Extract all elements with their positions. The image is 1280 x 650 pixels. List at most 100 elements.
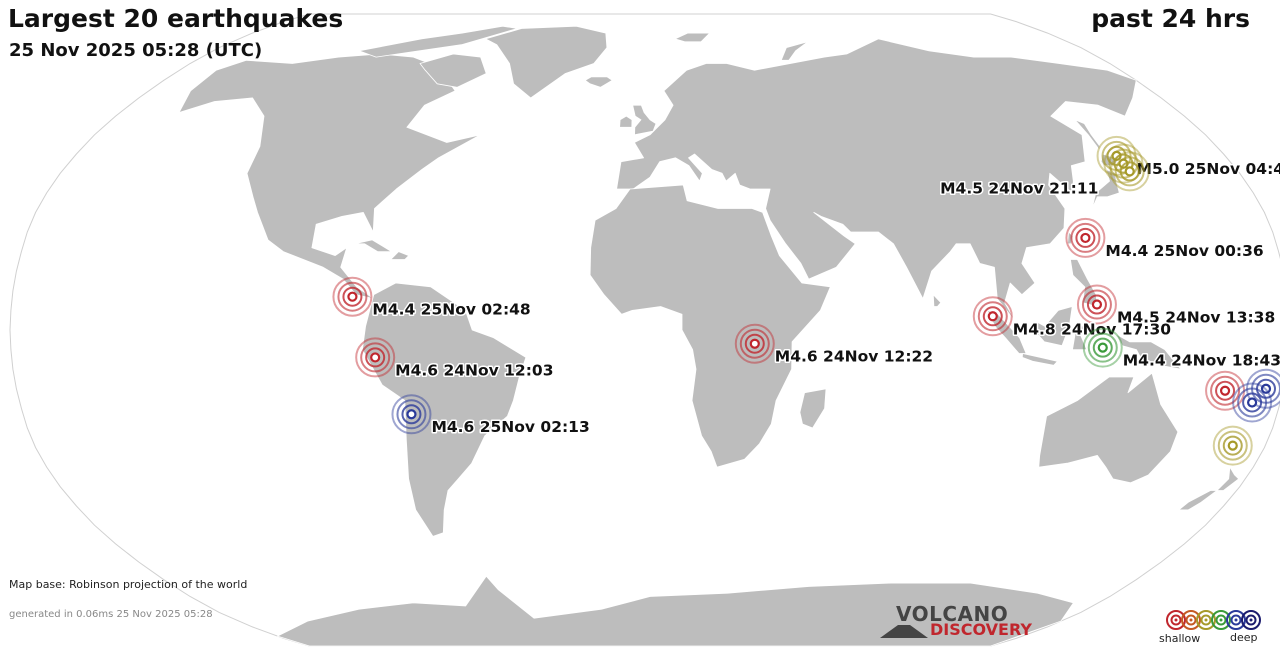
- quake-ring-inner: [401, 404, 422, 425]
- depth-legend: shallow deep: [1150, 608, 1274, 648]
- quake-ring-mid: [1114, 156, 1145, 187]
- landmass-hispaniola: [390, 251, 410, 260]
- earthquake-marker[interactable]: M5.0 25Nov 04:47: [1096, 135, 1280, 179]
- quake-ring-inner: [1086, 294, 1107, 315]
- quake-ring-mid: [1210, 375, 1241, 406]
- earthquake-markers: M5.0 25Nov 04:47 M4.5 24Nov 21:11 M4.4 25N…: [332, 135, 1280, 466]
- quake-label: M4.5 24Nov 13:38: [1117, 309, 1275, 327]
- quake-epicenter: [347, 291, 358, 302]
- quake-epicenter: [987, 311, 998, 322]
- quake-ring-mid: [1237, 387, 1268, 418]
- quake-ring-mid: [337, 281, 368, 312]
- landmass-sakhalin: [1074, 119, 1101, 151]
- earthquake-marker[interactable]: M4.4 25Nov 00:36: [1065, 217, 1265, 261]
- landmass-sri-lanka: [932, 294, 942, 307]
- landmass-borneo: [1036, 306, 1073, 347]
- landmass-sulawesi: [1072, 325, 1095, 350]
- earthquake-marker[interactable]: M4.6 24Nov 12:03: [355, 337, 555, 381]
- quake-ring-outer: [1109, 151, 1150, 192]
- quake-ring-mid: [977, 301, 1008, 332]
- earthquake-marker[interactable]: M4.5 24Nov 13:38: [1076, 284, 1277, 328]
- landmass-iceland: [584, 76, 613, 88]
- quake-epicenter: [1124, 166, 1135, 177]
- earthquake-marker[interactable]: M4.6 25Nov 02:13: [391, 394, 591, 438]
- legend-depth-icon: [1226, 610, 1246, 630]
- quake-ring-inner: [1222, 435, 1243, 456]
- quake-label: M4.5 24Nov 21:11: [940, 180, 1098, 198]
- legend-depth-icon: [1211, 610, 1231, 630]
- landmass-greenland: [485, 25, 608, 99]
- quake-ring-inner: [1119, 161, 1140, 182]
- landmass-eurasia: [616, 38, 1137, 323]
- quake-epicenter: [406, 409, 417, 420]
- quake-ring-mid: [739, 328, 770, 359]
- map-timestamp: 25 Nov 2025 05:28 (UTC): [9, 40, 263, 61]
- quake-ring-mid: [1087, 332, 1118, 363]
- quake-epicenter: [1260, 383, 1272, 394]
- earthquake-marker[interactable]: [1205, 370, 1246, 411]
- landmass-arctic-isles: [358, 25, 518, 58]
- landmass-new-zealand-south: [1178, 490, 1218, 511]
- quake-ring-inner: [1242, 392, 1263, 413]
- landmass-africa: [589, 184, 831, 468]
- legend-shallow-label: shallow: [1159, 632, 1201, 645]
- land-layer: [178, 25, 1239, 647]
- quake-label: M4.4 25Nov 02:48: [372, 301, 530, 319]
- quake-label: M4.8 24Nov 17:30: [1013, 320, 1172, 338]
- quake-epicenter: [1247, 397, 1258, 408]
- quake-epicenter: [1227, 440, 1238, 451]
- map-base-note: Map base: Robinson projection of the wor…: [9, 578, 248, 591]
- landmass-south-america: [362, 282, 527, 537]
- earthquake-marker[interactable]: M4.8 24Nov 17:30: [972, 296, 1173, 340]
- legend-depth-icon: [1241, 610, 1261, 630]
- legend-depth-icon: [1181, 610, 1201, 630]
- landmass-svalbard: [674, 32, 710, 43]
- quake-label: M4.6 24Nov 12:22: [775, 348, 933, 366]
- quake-epicenter: [1091, 299, 1103, 310]
- landmass-new-zealand-north: [1216, 466, 1239, 491]
- quake-ring-mid: [360, 342, 391, 373]
- quake-label: M4.4 25Nov 00:36: [1105, 242, 1263, 260]
- generated-note: generated in 0.06ms 25 Nov 2025 05:28: [9, 609, 213, 620]
- earthquake-marker[interactable]: [1109, 151, 1150, 192]
- volcano-icon: [880, 625, 928, 638]
- quake-label: M4.4 24Nov 18:43: [1123, 352, 1280, 370]
- legend-depth-icon: [1166, 610, 1186, 630]
- quake-ring-inner: [342, 286, 363, 307]
- quake-label: M5.0 25Nov 04:47: [1137, 160, 1280, 178]
- quake-ring-inner: [1215, 380, 1236, 401]
- quake-ring-inner: [365, 347, 386, 368]
- quake-epicenter: [1219, 385, 1231, 396]
- landmass-great-britain: [632, 104, 657, 136]
- quake-ring-mid: [1070, 222, 1101, 253]
- brand-top: VOLCANO: [896, 602, 1009, 626]
- earthquake-marker[interactable]: M4.4 25Nov 02:48: [332, 276, 532, 320]
- quake-ring-inner: [982, 306, 1003, 327]
- quake-epicenter: [1097, 342, 1108, 353]
- quake-ring-outer: [734, 323, 775, 364]
- earthquake-marker[interactable]: [1232, 382, 1273, 423]
- landmass-java: [1021, 353, 1058, 366]
- quake-ring-outer: [1232, 382, 1273, 423]
- quake-ring-mid: [396, 399, 427, 430]
- earthquake-marker[interactable]: M4.6 24Nov 12:22: [734, 323, 935, 367]
- brand-bottom: DISCOVERY: [930, 620, 1033, 639]
- quake-ring-outer: [332, 276, 373, 317]
- quake-ring-outer: [972, 296, 1013, 337]
- volcano-discovery-logo[interactable]: VOLCANO DISCOVERY: [880, 602, 1040, 642]
- quake-ring-outer: [1065, 217, 1106, 258]
- earthquake-marker[interactable]: M4.4 24Nov 18:43: [1082, 327, 1280, 371]
- quake-ring-outer: [1082, 327, 1123, 368]
- quake-epicenter: [370, 352, 381, 363]
- quake-ring-mid: [1081, 289, 1112, 320]
- quake-epicenter: [749, 338, 760, 349]
- landmass-baffin: [419, 53, 487, 88]
- quake-ring-inner: [1075, 227, 1096, 248]
- landmass-madagascar: [799, 388, 827, 429]
- legend-deep-label: deep: [1230, 631, 1258, 644]
- landmass-australia: [1038, 372, 1179, 484]
- quake-ring-inner: [744, 333, 765, 354]
- earthquake-marker[interactable]: [1212, 425, 1253, 466]
- quake-epicenter: [1080, 232, 1091, 244]
